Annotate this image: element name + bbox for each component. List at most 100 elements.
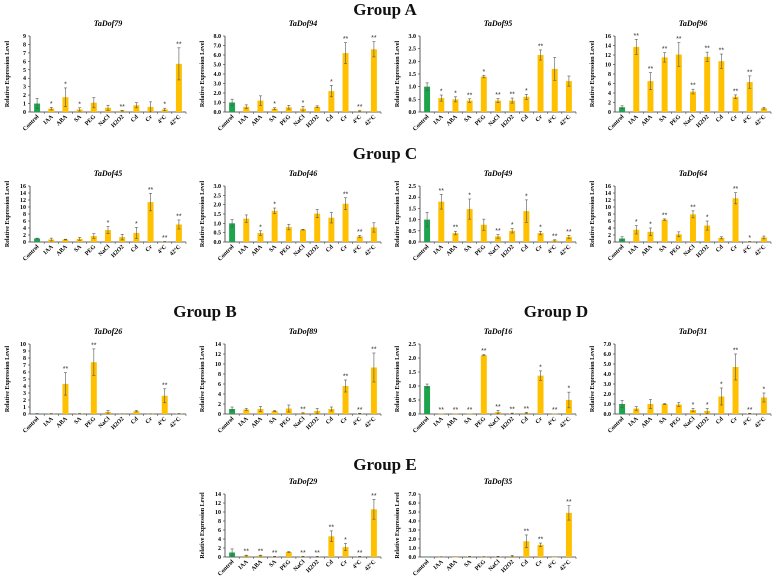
significance-mark: * bbox=[135, 221, 138, 228]
significance-mark: * bbox=[692, 402, 695, 409]
y-tick-label: 6 bbox=[23, 370, 26, 376]
chart-svg: TaDof35 Relative Expression Level 0.0 1.0 2.… bbox=[395, 477, 577, 577]
x-tick-label: IAA bbox=[43, 244, 55, 256]
chart-title: TaDof31 bbox=[679, 327, 708, 336]
bar bbox=[452, 233, 459, 242]
x-tick-label: ABA bbox=[56, 114, 70, 128]
bar bbox=[760, 237, 767, 242]
bar bbox=[495, 236, 501, 242]
significance-mark: ** bbox=[690, 83, 696, 90]
x-tick-label: Control bbox=[607, 416, 626, 435]
x-tick-label: 42°C bbox=[753, 113, 767, 127]
bar bbox=[370, 227, 377, 242]
x-tick-label: Cd bbox=[325, 244, 335, 254]
y-tick-label: 6 bbox=[218, 528, 221, 534]
y-tick-label: 6 bbox=[608, 82, 611, 88]
y-axis-label: Relative Expression Level bbox=[5, 41, 11, 108]
x-tick-label: 4°C bbox=[741, 243, 753, 255]
x-tick-label: H2O2 bbox=[111, 416, 126, 431]
chart-svg: TaDof89 Relative Expression Level 0 2 4 6 8 10 1… bbox=[200, 327, 382, 434]
x-tick-label: Control bbox=[22, 416, 41, 435]
significance-mark: * bbox=[706, 402, 709, 409]
y-tick-label: 1.5 bbox=[409, 370, 417, 376]
x-tick-label: Control bbox=[217, 114, 236, 133]
bar bbox=[328, 536, 335, 557]
x-tick-label: H2O2 bbox=[306, 559, 321, 574]
y-tick-label: 8 bbox=[608, 212, 611, 218]
y-tick-label: 0.5 bbox=[409, 229, 417, 235]
bar bbox=[466, 100, 473, 112]
y-tick-label: 10 bbox=[20, 205, 26, 211]
x-tick-label: H2O2 bbox=[111, 114, 126, 129]
chart-tadof26: TaDof26 Relative Expression Level 0 1 2 3 4 5 6 7… bbox=[0, 324, 190, 444]
x-tick-label: NaCl bbox=[488, 244, 502, 258]
y-tick-label: 2.0 bbox=[409, 537, 417, 543]
y-axis-label: Relative Expression Level bbox=[200, 492, 206, 559]
chart-tadof45: TaDof45 Relative Expression Level 0 2 4 6 8 10 1… bbox=[0, 166, 190, 272]
bar bbox=[257, 100, 264, 112]
x-tick-label: PEG bbox=[84, 114, 97, 127]
bar bbox=[466, 209, 473, 242]
significance-mark: ** bbox=[566, 499, 572, 506]
x-tick-label: NaCl bbox=[293, 244, 307, 258]
y-tick-label: 10 bbox=[20, 342, 26, 348]
significance-mark: ** bbox=[566, 229, 572, 236]
y-tick-label: 0.0 bbox=[409, 110, 417, 116]
x-tick-label: NaCl bbox=[293, 559, 307, 573]
x-tick-label: Cd bbox=[520, 244, 530, 254]
x-tick-label: NaCl bbox=[293, 114, 307, 128]
bar bbox=[229, 223, 236, 242]
bar bbox=[452, 99, 459, 112]
y-tick-label: 16 bbox=[20, 184, 26, 190]
bar bbox=[424, 219, 431, 242]
significance-mark: ** bbox=[343, 374, 349, 381]
x-tick-label: Cr bbox=[730, 114, 739, 123]
x-tick-label: IAA bbox=[238, 244, 250, 256]
y-tick-label: 7 bbox=[23, 51, 26, 57]
x-tick-label: ABA bbox=[641, 114, 655, 128]
bar bbox=[328, 217, 335, 242]
y-tick-label: 0.0 bbox=[409, 555, 417, 561]
bar bbox=[661, 57, 668, 112]
bar bbox=[342, 547, 349, 557]
bar bbox=[370, 367, 377, 414]
x-tick-label: 4°C bbox=[351, 113, 363, 125]
x-tick-label: IAA bbox=[628, 114, 640, 126]
x-tick-label: PEG bbox=[279, 559, 292, 572]
x-tick-label: H2O2 bbox=[501, 244, 516, 259]
chart-svg: TaDof31 Relative Expression Level 0.0 1.0 2.… bbox=[590, 327, 772, 435]
x-tick-label: PEG bbox=[279, 114, 292, 127]
y-tick-label: 6 bbox=[218, 382, 221, 388]
x-tick-label: ABA bbox=[446, 244, 460, 258]
x-tick-label: Cr bbox=[340, 559, 349, 568]
significance-mark: * bbox=[482, 69, 485, 76]
x-tick-label: Cd bbox=[130, 244, 140, 254]
significance-mark: ** bbox=[676, 36, 682, 43]
y-tick-label: 2.0 bbox=[409, 59, 417, 65]
bar bbox=[551, 68, 558, 112]
chart-svg: TaDof29 Relative Expression Level 0 2 4 6 8 10 1… bbox=[200, 477, 382, 577]
y-tick-label: 2 bbox=[608, 233, 611, 239]
group-b-title: Group B bbox=[173, 302, 237, 321]
group-d-title: Group D bbox=[523, 302, 589, 321]
x-tick-label: 42°C bbox=[363, 243, 377, 257]
bar bbox=[370, 509, 377, 557]
y-tick-label: 7.0 bbox=[604, 342, 612, 348]
x-tick-label: IAA bbox=[628, 244, 640, 256]
chart-title: TaDof26 bbox=[94, 327, 123, 336]
chart-title: TaDof89 bbox=[289, 327, 318, 336]
significance-mark: ** bbox=[552, 407, 558, 414]
x-tick-label: H2O2 bbox=[696, 416, 711, 431]
group-e-title: Group E bbox=[353, 455, 417, 474]
bar bbox=[647, 404, 654, 414]
y-axis-label: Relative Expression Level bbox=[395, 41, 401, 108]
chart-tadof95: TaDof95 Relative Expression Level 0.0 0.5 1.… bbox=[390, 16, 580, 142]
chart-tadof89: TaDof89 Relative Expression Level 0 2 4 6 8 10 1… bbox=[195, 324, 385, 444]
x-tick-label: ABA bbox=[56, 416, 70, 430]
significance-mark: * bbox=[568, 386, 571, 393]
x-tick-label: H2O2 bbox=[501, 114, 516, 129]
y-tick-label: 10 bbox=[215, 362, 221, 368]
x-tick-label: SA bbox=[73, 244, 83, 254]
x-tick-label: NaCl bbox=[683, 416, 697, 430]
group-a-title: Group A bbox=[353, 0, 417, 19]
